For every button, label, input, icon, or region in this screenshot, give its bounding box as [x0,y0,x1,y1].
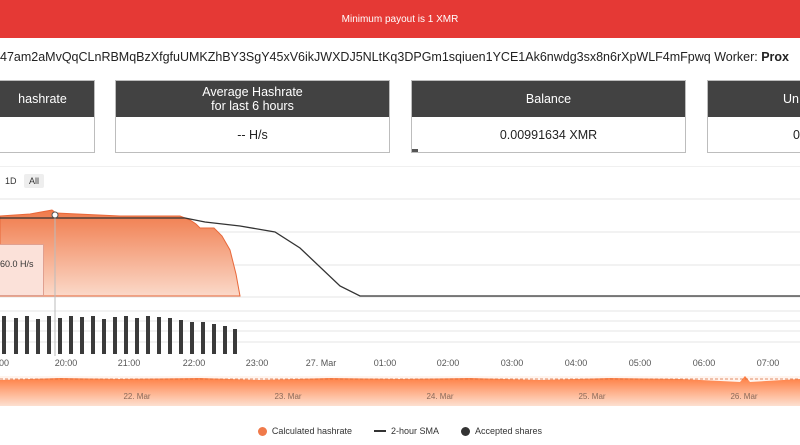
hashrate-area [0,209,241,297]
card-average-hashrate-title: Average Hashrate for last 6 hours [116,81,389,117]
card-average-hashrate-value: -- H/s [237,127,268,142]
nav-label-24mar: 24. Mar [426,392,453,401]
card-balance-title: Balance [412,81,685,117]
hover-point [51,211,59,219]
x-tick-0100: 01:00 [374,358,397,368]
balance-progress-bar [412,149,418,152]
legend-dot-icon [461,426,471,436]
card-balance: Balance 0.00991634 XMR [411,80,686,153]
x-tick-0500: 05:00 [629,358,652,368]
nav-label-22mar: 22. Mar [123,392,150,401]
card-hashrate: hashrate [0,80,95,153]
worker-name[interactable]: Prox [761,50,790,64]
nav-label-23mar: 23. Mar [274,392,301,401]
x-tick-0300: 03:00 [501,358,524,368]
navigator-area [0,376,800,406]
legend-label: Calculated hashrate [271,426,352,436]
x-tick-2300: 23:00 [246,358,269,368]
payout-banner: Minimum payout is 1 XMR [0,0,800,38]
legend-label: 2-hour SMA [390,426,440,436]
card-average-hashrate: Average Hashrate for last 6 hours -- H/s [115,80,390,153]
card-hashrate-value [0,117,94,152]
legend-item-sma[interactable]: 2-hour SMA [373,426,440,436]
nav-label-26mar: 26. Mar [730,392,757,401]
legend-item-calculated-hashrate[interactable]: Calculated hashrate [257,426,352,436]
x-tick-2200: 22:00 [183,358,206,368]
x-tick-2100: 21:00 [118,358,141,368]
legend-label: Accepted shares [475,426,543,436]
hashrate-chart[interactable]: 00 20:00 21:00 22:00 23:00 27. Mar 01:00… [0,166,800,414]
banner-text: Minimum payout is 1 XMR [341,13,459,25]
card-unpaid-value: 0 [793,127,800,142]
zoom-selector: 1D All [0,174,45,188]
legend-dot-icon [257,426,267,436]
card-unpaid-title: Un [708,81,800,117]
x-tick-27mar: 27. Mar [306,358,337,368]
legend-line-icon [373,430,386,432]
tooltip-value: 960.0 H/s [0,259,34,269]
x-tick-00: 00 [0,358,9,368]
x-tick-2000: 20:00 [55,358,78,368]
card-hashrate-title: hashrate [0,81,94,117]
card-unpaid: Un 0 [707,80,800,153]
x-tick-0600: 06:00 [693,358,716,368]
zoom-1d-button[interactable]: 1D [5,176,17,186]
x-tick-0200: 02:00 [437,358,460,368]
accepted-shares-bars [2,316,237,354]
hashrate-tooltip: 960.0 H/s s [0,244,44,296]
wallet-address-row: 47am2aMvQqCLnRBMqBzXfgfuUMKZhBY3SgY45xV6… [0,47,800,67]
nav-label-25mar: 25. Mar [578,392,605,401]
wallet-address: 47am2aMvQqCLnRBMqBzXfgfuUMKZhBY3SgY45xV6… [0,50,758,64]
legend-item-accepted-shares[interactable]: Accepted shares [461,426,542,436]
sma-line [0,217,800,297]
x-tick-0400: 04:00 [565,358,588,368]
x-tick-0700: 07:00 [757,358,780,368]
tooltip-secondary: s [0,269,43,279]
chart-legend: Calculated hashrate 2-hour SMA Accepted … [0,421,800,441]
zoom-all-button[interactable]: All [24,174,45,188]
card-balance-value: 0.00991634 XMR [499,127,598,142]
